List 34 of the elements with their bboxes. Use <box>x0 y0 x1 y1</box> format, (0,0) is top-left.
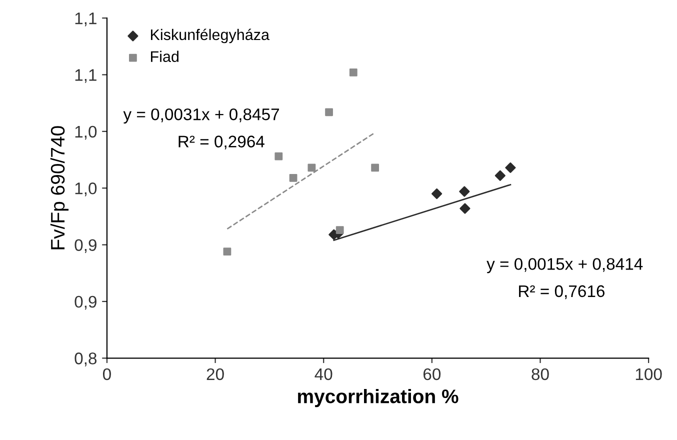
point <box>325 108 333 116</box>
x-tick-label: 100 <box>636 368 662 380</box>
x-axis-title: mycorrhization % <box>298 388 458 408</box>
point <box>223 248 232 256</box>
annotation: y = 0,0015x + 0,8414 <box>486 258 643 274</box>
x-tick-label: 20 <box>206 368 224 380</box>
y-tick-label: 1,0 <box>75 182 97 196</box>
x-tick-label: 60 <box>424 368 441 380</box>
point <box>505 162 516 173</box>
point <box>432 188 442 200</box>
point <box>494 170 506 181</box>
point <box>460 203 470 214</box>
annotation: R² = 0,2964 <box>178 136 264 150</box>
point <box>371 164 380 172</box>
y-tick-label: 1,0 <box>75 126 97 140</box>
legend-label: Fiad <box>150 50 178 62</box>
x-tick-label: 0 <box>102 368 111 380</box>
y-axis-title: Fv/Fp 690/740 <box>50 126 69 250</box>
point <box>459 186 470 197</box>
y-tick-label: 1,1 <box>75 69 96 83</box>
y-tick-label: 0,9 <box>74 239 96 253</box>
y-tick-label: 1,1 <box>75 12 96 26</box>
annotation: R² = 0,7616 <box>519 285 605 300</box>
point <box>349 68 358 76</box>
y-tick-label: 0,9 <box>74 296 96 310</box>
point <box>289 174 298 182</box>
y-tick-label: 0,8 <box>74 352 97 366</box>
legend-label: Kiskunfélegyháza <box>150 28 270 44</box>
point <box>274 152 283 160</box>
point <box>308 164 316 172</box>
x-tick-label: 40 <box>314 368 332 380</box>
point <box>336 226 344 234</box>
annotation: y = 0,0031x + 0,8457 <box>123 108 279 124</box>
x-tick-label: 80 <box>532 368 549 380</box>
